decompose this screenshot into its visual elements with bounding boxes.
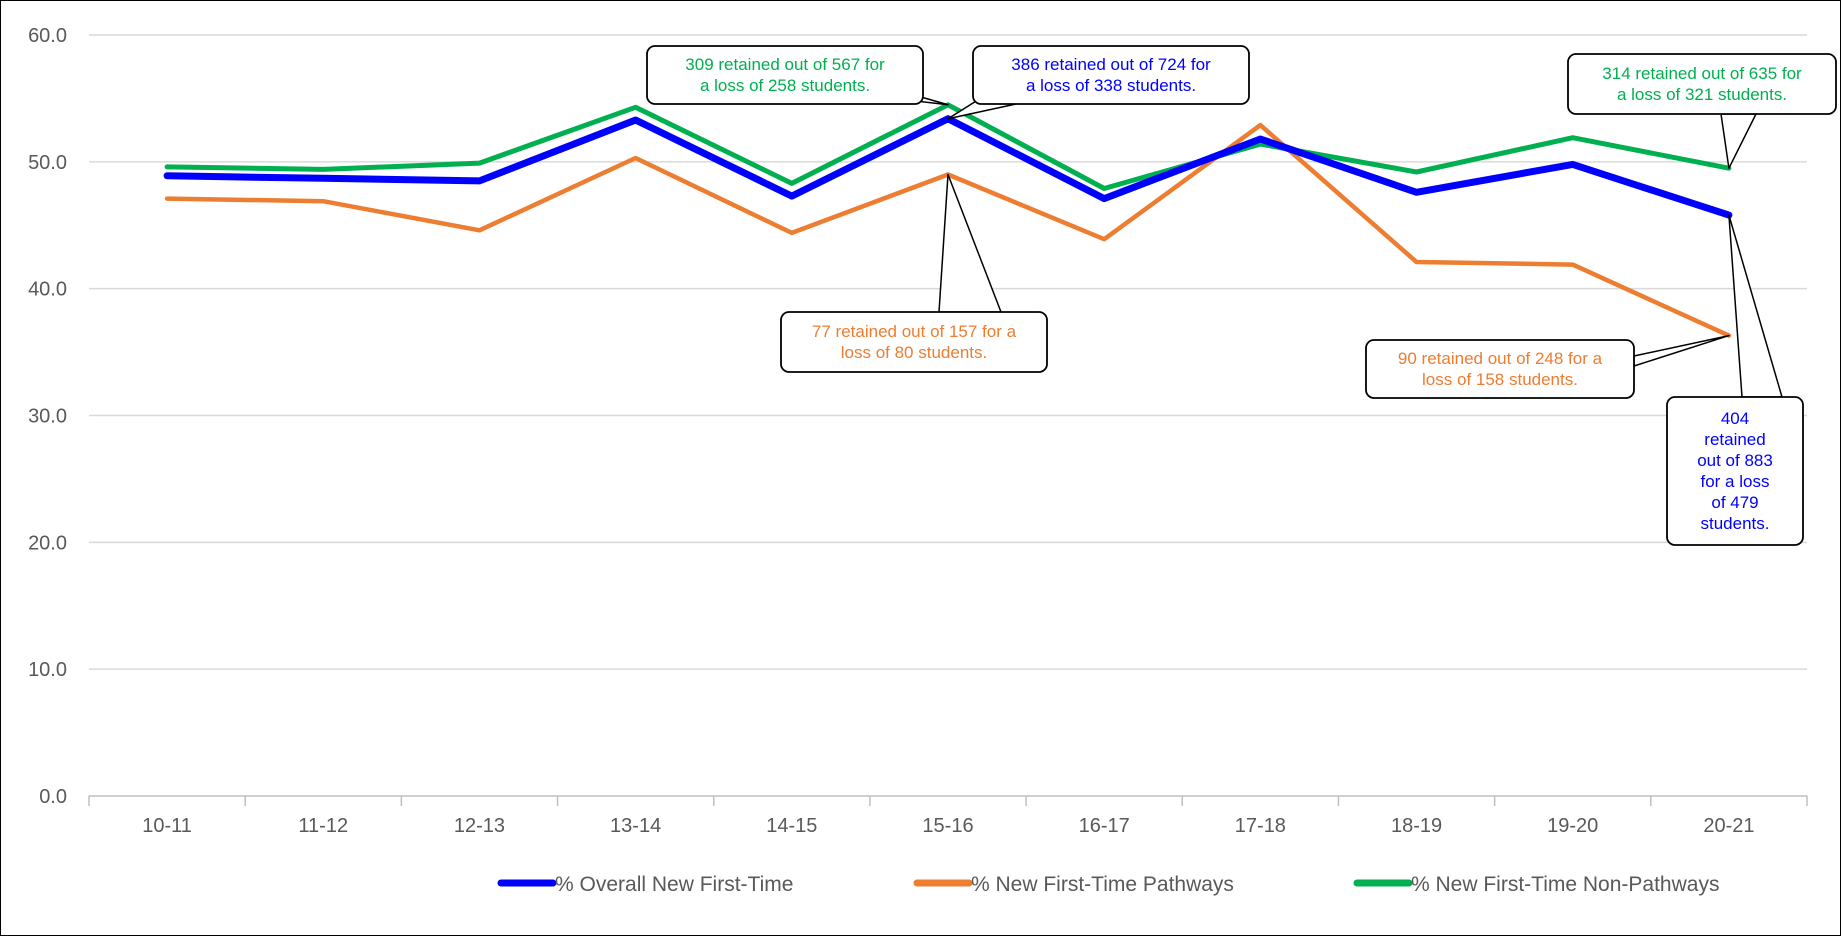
callout-box xyxy=(1365,339,1635,399)
callouts: 309 retained out of 567 for a loss of 258… xyxy=(646,45,1837,546)
legend-item: % Overall New First-Time xyxy=(497,873,793,896)
callout-text: 314 retained out of 635 for xyxy=(1602,64,1802,83)
y-tick-label: 60.0 xyxy=(28,25,67,47)
y-tick-label: 10.0 xyxy=(28,659,67,681)
callout: 90 retained out of 248 for a loss of 158 … xyxy=(1365,334,1730,399)
gridlines xyxy=(89,34,1807,670)
callout-text: 77 retained out of 157 for a xyxy=(812,322,1017,341)
legend-item: % New First-Time Pathways xyxy=(913,873,1234,896)
y-tick-label: 50.0 xyxy=(28,152,67,174)
legend-item: % New First-Time Non-Pathways xyxy=(1353,873,1719,896)
legend-label: % Overall New First-Time xyxy=(555,873,793,896)
x-tick-label: 18-19 xyxy=(1391,815,1442,837)
x-axis xyxy=(88,795,1808,806)
callout-text: out of 883 xyxy=(1697,451,1773,470)
callout-text: students. xyxy=(1701,514,1770,533)
x-tick-label: 12-13 xyxy=(454,815,505,837)
y-tick-label: 30.0 xyxy=(28,406,67,428)
y-tick-label: 0.0 xyxy=(39,786,67,808)
callout-text: a loss of 258 students. xyxy=(700,76,870,95)
callout-text: 309 retained out of 567 for xyxy=(685,55,885,74)
callout-pointer xyxy=(1633,334,1730,367)
x-tick-label: 11-12 xyxy=(298,815,348,837)
callout: 386 retained out of 724 for a loss of 338… xyxy=(947,45,1250,120)
y-axis-tick-labels: 0.0 10.0 20.0 30.0 40.0 50.0 60.0 xyxy=(28,25,67,808)
callout-box xyxy=(972,45,1250,105)
legend-label: % New First-Time Non-Pathways xyxy=(1411,873,1719,896)
callout: 404 retained out of 883 for a loss of 479 stu… xyxy=(1666,214,1804,546)
x-tick-label: 13-14 xyxy=(610,815,661,837)
x-tick-label: 16-17 xyxy=(1079,815,1130,837)
callout: 314 retained out of 635 for a loss of 321… xyxy=(1567,53,1837,169)
x-tick-label: 19-20 xyxy=(1547,815,1598,837)
y-tick-label: 20.0 xyxy=(28,532,67,554)
x-tick-label: 17-18 xyxy=(1235,815,1286,837)
callout-box xyxy=(1567,53,1837,115)
callout-box xyxy=(780,311,1048,373)
callout-pointer xyxy=(1728,214,1783,398)
x-tick-label: 15-16 xyxy=(922,815,973,837)
callout-text: loss of 158 students. xyxy=(1422,370,1578,389)
callout-box xyxy=(646,45,924,105)
legend: % Overall New First-Time % New First-Time… xyxy=(497,873,1719,896)
callout-text: 404 xyxy=(1721,409,1749,428)
callout-text: for a loss xyxy=(1701,472,1770,491)
callout-text: 386 retained out of 724 for xyxy=(1011,55,1211,74)
callout-text: retained xyxy=(1704,430,1765,449)
callout-text: of 479 xyxy=(1711,493,1758,512)
x-tick-label: 20-21 xyxy=(1703,815,1754,837)
callout-text: a loss of 338 students. xyxy=(1026,76,1196,95)
x-tick-label: 10-11 xyxy=(142,815,192,837)
callout-text: a loss of 321 students. xyxy=(1617,85,1787,104)
callout-text: 90 retained out of 248 for a xyxy=(1398,349,1603,368)
y-tick-label: 40.0 xyxy=(28,279,67,301)
callout-text: loss of 80 students. xyxy=(841,343,987,362)
callout-box xyxy=(1666,396,1804,546)
callout: 77 retained out of 157 for a loss of 80 s… xyxy=(780,173,1048,373)
x-tick-label: 14-15 xyxy=(766,815,817,837)
legend-label: % New First-Time Pathways xyxy=(971,873,1234,896)
callout-pointer xyxy=(1720,113,1757,169)
x-axis-tick-labels: 10-11 11-12 12-13 13-14 14-15 15-16 16-17 17-18… xyxy=(142,815,1754,837)
callout: 309 retained out of 567 for a loss of 258… xyxy=(646,45,949,106)
callout-pointer xyxy=(938,173,1002,313)
